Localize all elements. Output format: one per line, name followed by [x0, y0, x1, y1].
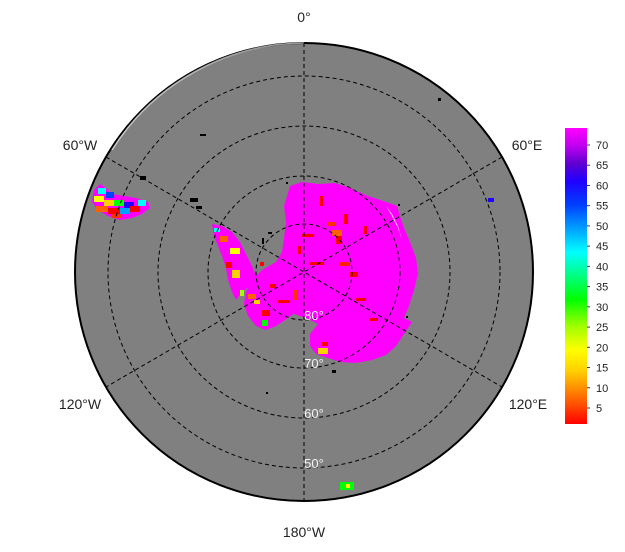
colorbar: 70 65 60 55 50 45 40 35 30 25 20 15 10 5 [565, 128, 608, 424]
colorbar-tick-label: 25 [596, 322, 608, 334]
latitude-circle-50 [107, 75, 501, 469]
lon-label-60e: 60°E [512, 137, 543, 153]
data-patches-antarctica [214, 196, 378, 354]
meridian-60w-120e [105, 156, 503, 388]
east-antarctica [262, 182, 418, 363]
longitude-grid [105, 43, 503, 501]
colorbar-tick-label: 50 [596, 221, 608, 233]
antarctic-peninsula [212, 224, 256, 300]
colorbar-tick-label: 55 [596, 201, 608, 213]
colorbar-bar [565, 128, 587, 424]
colorbar-tick-label: 15 [596, 363, 608, 375]
colorbar-tick-label: 70 [596, 140, 608, 152]
lat-label-60: 60° [304, 406, 324, 421]
antarctica-landmass [212, 182, 418, 363]
colorbar-tick-label: 40 [596, 261, 608, 273]
lon-label-120w: 120°W [59, 396, 102, 412]
west-antarctica [244, 262, 300, 330]
lon-label-0: 0° [297, 9, 310, 25]
meridian-60e-120w [105, 156, 503, 388]
lat-label-80: 80° [304, 308, 324, 323]
colorbar-tick-label: 30 [596, 302, 608, 314]
lat-label-50: 50° [304, 456, 324, 471]
colorbar-tick-label: 10 [596, 383, 608, 395]
latitude-circle-60 [157, 125, 451, 419]
colorbar-tick-label: 35 [596, 282, 608, 294]
colorbar-tick-label: 5 [596, 403, 602, 415]
coastline-speckle [262, 182, 408, 318]
latitude-circle-80 [255, 223, 353, 321]
colorbar-ticks: 70 65 60 55 50 45 40 35 30 25 20 15 10 5 [587, 140, 608, 415]
colorbar-tick-label: 60 [596, 180, 608, 192]
lon-label-120e: 120°E [509, 396, 547, 412]
small-islands [190, 98, 494, 490]
map-boundary-highlight [111, 42, 305, 151]
colorbar-tick-label: 20 [596, 342, 608, 354]
lon-label-60w: 60°W [63, 137, 98, 153]
lat-label-70: 70° [304, 356, 324, 371]
colorbar-tick-label: 45 [596, 241, 608, 253]
colorbar-tick-label: 65 [596, 160, 608, 172]
lon-label-180w: 180°W [283, 524, 326, 540]
